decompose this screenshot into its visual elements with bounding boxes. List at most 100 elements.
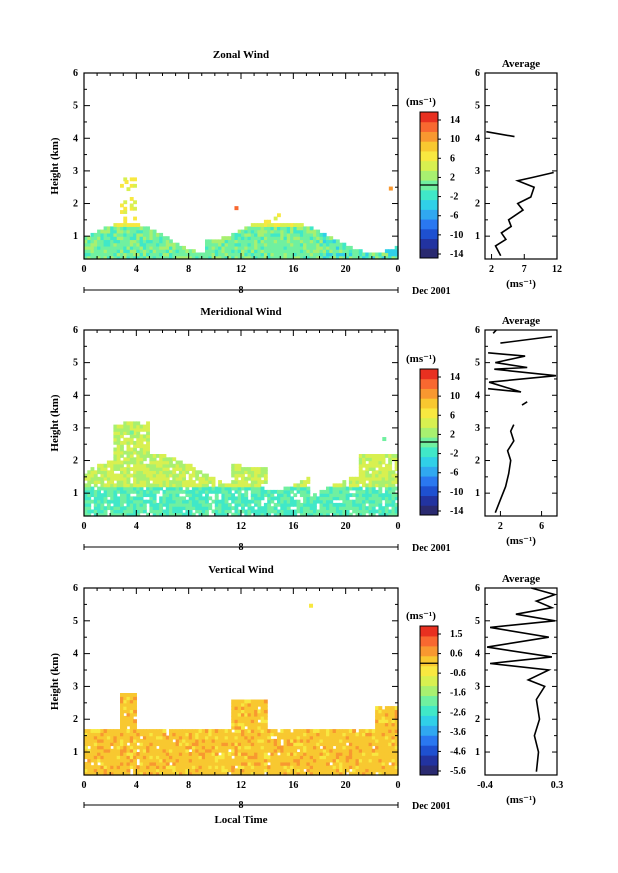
heatmap-cell xyxy=(339,493,343,498)
heatmap-cell xyxy=(303,255,307,260)
heatmap-cell xyxy=(293,738,298,743)
heatmap-cell xyxy=(326,761,330,766)
average-y-tick-label: 3 xyxy=(475,423,480,434)
heatmap-cell xyxy=(244,748,249,753)
heatmap-cell xyxy=(224,489,229,494)
heatmap-cell xyxy=(280,509,285,514)
heatmap-cell xyxy=(188,738,193,743)
heatmap-cell xyxy=(250,732,255,737)
heatmap-cell xyxy=(169,480,173,484)
heatmap-cell xyxy=(391,470,396,475)
heatmap-cell xyxy=(185,732,190,737)
heatmap-cell xyxy=(358,454,363,458)
heatmap-cell xyxy=(306,768,311,773)
heatmap-cell xyxy=(182,483,186,488)
heatmap-cell xyxy=(247,761,252,766)
heatmap-cell xyxy=(329,252,334,257)
heatmap-cell xyxy=(182,735,186,740)
heatmap-cell xyxy=(100,771,105,776)
heatmap-cell xyxy=(123,699,128,704)
heatmap-cell xyxy=(365,509,370,514)
heatmap-cell xyxy=(342,245,347,250)
heatmap-cell xyxy=(244,252,249,257)
heatmap-cell xyxy=(195,252,200,257)
heatmap-cell xyxy=(254,702,258,707)
heatmap-cell xyxy=(185,735,190,740)
heatmap-cell xyxy=(198,755,203,760)
heatmap-cell xyxy=(381,454,386,458)
heatmap-cell xyxy=(218,509,222,514)
heatmap-cell xyxy=(309,502,314,507)
heatmap-cell xyxy=(139,242,144,247)
heatmap-cell xyxy=(339,761,343,766)
heatmap-cell xyxy=(306,232,311,237)
heatmap-cell xyxy=(263,245,268,250)
heatmap-cell xyxy=(120,223,124,227)
heatmap-cell xyxy=(263,493,268,498)
heatmap-cell xyxy=(345,489,350,494)
heatmap-cell xyxy=(260,752,265,756)
heatmap-cell xyxy=(234,771,239,776)
heatmap-cell xyxy=(355,742,360,747)
heatmap-cell xyxy=(378,493,383,498)
heatmap-cell xyxy=(165,245,170,250)
heatmap-cell xyxy=(394,245,399,250)
heatmap-cell xyxy=(123,493,128,498)
heatmap-cell xyxy=(257,512,262,517)
heatmap-cell xyxy=(113,745,118,750)
heatmap-cell xyxy=(159,467,164,471)
heatmap-cell xyxy=(178,729,183,733)
heatmap-cell xyxy=(254,473,258,478)
heatmap-cell xyxy=(100,509,105,514)
heatmap-cell xyxy=(283,229,288,234)
heatmap-cell xyxy=(316,236,321,241)
heatmap-cell xyxy=(257,758,262,763)
heatmap-cell xyxy=(224,499,229,504)
heatmap-cell xyxy=(303,748,307,753)
heatmap-cell xyxy=(283,735,288,740)
colorbar-swatch xyxy=(420,446,438,458)
heatmap-cell xyxy=(129,473,134,478)
heatmap-cell xyxy=(139,470,144,475)
heatmap-cell xyxy=(123,226,128,231)
average-y-tick-label: 4 xyxy=(475,649,480,660)
heatmap-cell xyxy=(237,463,242,468)
heatmap-cell xyxy=(244,758,249,763)
heatmap-cell xyxy=(378,748,383,753)
heatmap-cell xyxy=(195,499,200,504)
heatmap-cell xyxy=(126,255,131,260)
heatmap-cell xyxy=(290,732,294,737)
heatmap-cell xyxy=(280,735,285,740)
heatmap-cell xyxy=(129,719,134,724)
heatmap-cell xyxy=(162,748,167,753)
heatmap-cell xyxy=(110,499,115,504)
y-tick-label: 6 xyxy=(73,325,78,336)
heatmap-cell xyxy=(100,232,105,237)
heatmap-cell xyxy=(394,502,399,507)
heatmap-cell xyxy=(260,242,265,247)
heatmap-cell xyxy=(355,752,360,756)
heatmap-cell xyxy=(165,252,170,257)
heatmap-cell xyxy=(234,499,239,504)
heatmap-cell xyxy=(123,242,128,247)
heatmap-cell xyxy=(342,752,347,756)
heatmap-cell xyxy=(319,758,324,763)
heatmap-cell xyxy=(303,252,307,257)
heatmap-cell xyxy=(211,249,216,254)
heatmap-cell xyxy=(388,499,393,504)
heatmap-cell xyxy=(198,493,203,498)
heatmap-cell xyxy=(247,229,252,234)
heatmap-cell xyxy=(332,771,337,776)
heatmap-cell xyxy=(394,719,399,724)
heatmap-cell xyxy=(270,242,275,247)
heatmap-cell xyxy=(368,752,373,756)
heatmap-cell xyxy=(123,489,128,494)
heatmap-cell xyxy=(175,512,180,517)
heatmap-cell xyxy=(388,709,393,714)
heatmap-cell xyxy=(231,512,236,517)
heatmap-cell xyxy=(273,245,278,250)
heatmap-cell xyxy=(214,729,219,733)
heatmap-cell xyxy=(129,467,134,471)
heatmap-cell xyxy=(205,239,209,244)
heatmap-cell xyxy=(162,460,167,465)
